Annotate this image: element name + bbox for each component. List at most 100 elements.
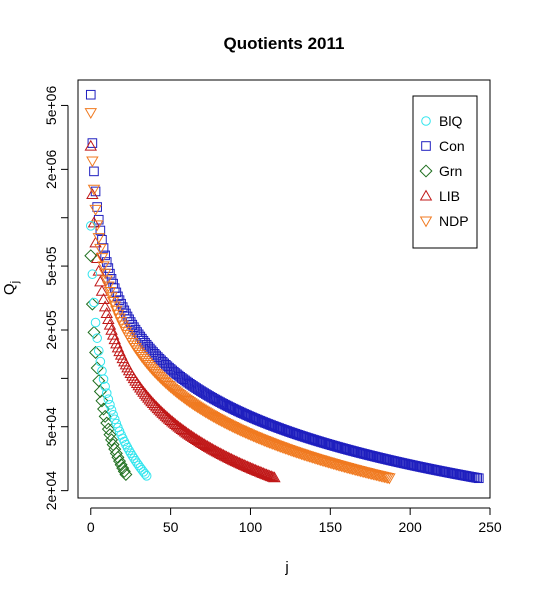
data-point bbox=[100, 250, 110, 261]
series-lib bbox=[84, 139, 281, 483]
data-point bbox=[474, 473, 484, 484]
data-point bbox=[199, 439, 212, 450]
data-point bbox=[106, 405, 117, 415]
data-point bbox=[127, 450, 138, 461]
data-point bbox=[102, 313, 115, 325]
data-point bbox=[122, 442, 133, 453]
data-point bbox=[111, 450, 125, 464]
data-point bbox=[85, 297, 99, 311]
data-point bbox=[239, 427, 252, 439]
data-point bbox=[98, 268, 112, 280]
data-point bbox=[191, 434, 205, 446]
data-point bbox=[94, 275, 107, 287]
legend-marker bbox=[421, 141, 431, 151]
data-point bbox=[223, 452, 236, 464]
data-point bbox=[241, 460, 254, 472]
data-point bbox=[183, 428, 197, 440]
legend-label: BlQ bbox=[439, 113, 462, 129]
data-point bbox=[110, 305, 123, 317]
data-point bbox=[106, 274, 117, 284]
data-point bbox=[228, 454, 241, 466]
series-blq bbox=[85, 221, 152, 481]
data-point bbox=[86, 188, 99, 200]
data-point bbox=[234, 457, 248, 469]
legend-label: Grn bbox=[439, 163, 462, 179]
data-point bbox=[239, 459, 252, 471]
data-point bbox=[90, 317, 101, 328]
data-point bbox=[236, 458, 249, 470]
y-tick-label: 2e+04 bbox=[43, 471, 59, 511]
data-point bbox=[92, 233, 105, 245]
data-point bbox=[236, 426, 249, 438]
legend: BlQ Con Grn LIB NDP bbox=[412, 95, 478, 249]
data-point bbox=[116, 461, 130, 475]
data-point bbox=[140, 469, 150, 479]
data-point bbox=[196, 437, 209, 449]
legend-marker bbox=[419, 189, 433, 201]
legend-marker bbox=[419, 216, 433, 228]
data-point bbox=[244, 461, 257, 473]
data-point bbox=[93, 346, 104, 356]
data-point bbox=[161, 411, 174, 423]
data-point bbox=[94, 243, 107, 255]
data-point bbox=[89, 204, 102, 216]
series-ndp bbox=[84, 108, 396, 485]
data-point bbox=[86, 156, 99, 168]
chart-title: Quotients 2011 bbox=[224, 34, 345, 53]
x-tick-label: 100 bbox=[239, 519, 263, 535]
data-point bbox=[97, 402, 111, 416]
data-point bbox=[103, 428, 117, 442]
data-point bbox=[173, 421, 187, 433]
data-point bbox=[92, 374, 106, 388]
data-point bbox=[110, 337, 123, 349]
data-point bbox=[95, 394, 109, 408]
data-point bbox=[114, 458, 128, 472]
data-point bbox=[84, 139, 98, 151]
data-point bbox=[229, 455, 243, 467]
data-point bbox=[177, 424, 190, 436]
data-point bbox=[85, 221, 96, 231]
data-point bbox=[100, 275, 113, 287]
data-point bbox=[87, 269, 98, 280]
data-point bbox=[164, 414, 177, 425]
data-point bbox=[101, 388, 112, 398]
data-point bbox=[172, 420, 185, 432]
data-point bbox=[204, 441, 217, 453]
y-tick-label: 5e+04 bbox=[43, 407, 59, 447]
data-point bbox=[161, 379, 174, 391]
x-tick-label: 200 bbox=[398, 519, 422, 535]
data-point bbox=[167, 416, 181, 428]
legend-marker bbox=[419, 164, 433, 178]
data-point bbox=[125, 448, 136, 458]
x-tick-label: 50 bbox=[163, 519, 179, 535]
data-point bbox=[226, 453, 240, 465]
data-point bbox=[231, 455, 244, 467]
data-point bbox=[212, 446, 225, 458]
data-point bbox=[221, 451, 235, 463]
data-point bbox=[97, 366, 107, 376]
data-point bbox=[92, 264, 105, 276]
plot-frame bbox=[77, 79, 491, 499]
data-point bbox=[113, 454, 127, 468]
y-axis: 2e+04 5e+04 2e+05 5e+05 2e+06 5e+06 bbox=[43, 86, 69, 511]
data-point bbox=[266, 470, 280, 482]
data-point bbox=[95, 253, 109, 265]
data-point bbox=[95, 225, 106, 236]
data-point bbox=[237, 458, 251, 470]
data-point bbox=[87, 216, 101, 228]
y-tick-label: 2e+06 bbox=[43, 149, 59, 189]
data-point bbox=[175, 423, 189, 434]
legend-item-lib: LIB bbox=[419, 188, 460, 204]
legend-label: LIB bbox=[439, 188, 460, 204]
data-point bbox=[170, 419, 184, 431]
x-tick-label: 0 bbox=[87, 519, 95, 535]
data-point bbox=[124, 445, 134, 456]
data-point bbox=[209, 444, 222, 456]
series-con bbox=[85, 89, 484, 484]
data-point bbox=[93, 214, 104, 225]
legend-item-con: Con bbox=[421, 138, 465, 154]
y-tick-label: 2e+05 bbox=[43, 310, 59, 350]
x-tick-label: 150 bbox=[319, 519, 343, 535]
